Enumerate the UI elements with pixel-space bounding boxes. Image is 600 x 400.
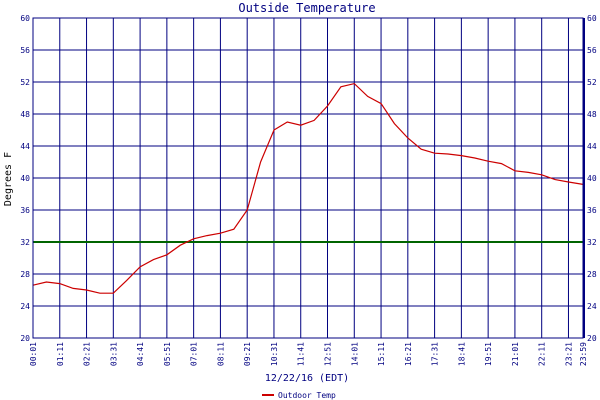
- x-tick-label: 08:11: [216, 342, 225, 366]
- y-tick-label-right: 60: [587, 14, 597, 23]
- plot-frame: [32, 17, 585, 339]
- y-tick-label-left: 24: [20, 302, 30, 311]
- y-tick-label-left: 44: [20, 142, 30, 151]
- series-layer: [32, 82, 584, 294]
- x-tick-label: 22:11: [538, 342, 547, 366]
- x-tick-label: 18:41: [457, 342, 466, 366]
- y-tick-label-left: 36: [20, 206, 30, 215]
- y-tick-label-right: 40: [587, 174, 597, 183]
- y-tick-label-right: 20: [587, 334, 597, 343]
- y-tick-label-left: 60: [20, 14, 30, 23]
- y-axis-label: Degrees F: [3, 152, 14, 206]
- y-ticks-left: 20 24 28 32 36 40 44 48 52 56 60: [20, 14, 30, 343]
- x-tick-label: 03:31: [109, 342, 118, 366]
- x-tick-label: 07:01: [190, 342, 199, 366]
- y-tick-label-left: 52: [20, 78, 30, 87]
- x-tick-label: 12:51: [324, 342, 333, 366]
- y-tick-label-right: 44: [587, 142, 597, 151]
- y-ticks-right: 20 24 28 32 36 40 44 48 52 56 60: [587, 14, 597, 343]
- x-tick-label: 00:01: [29, 342, 38, 366]
- x-tick-label: 23:59: [579, 342, 588, 366]
- chart-title: Outside Temperature: [238, 1, 375, 15]
- x-tick-label: 10:31: [270, 342, 279, 366]
- x-tick-label: 23:21: [564, 342, 573, 366]
- x-tick-label: 19:51: [484, 342, 493, 366]
- y-tick-label-left: 40: [20, 174, 30, 183]
- x-tick-label: 17:31: [431, 342, 440, 366]
- y-tick-label-right: 36: [587, 206, 597, 215]
- y-tick-label-left: 32: [20, 238, 30, 247]
- y-tick-label-right: 56: [587, 46, 597, 55]
- y-tick-label-left: 20: [20, 334, 30, 343]
- x-axis-label: 12/22/16 (EDT): [265, 373, 349, 384]
- y-tick-label-right: 32: [587, 238, 597, 247]
- y-tick-label-right: 52: [587, 78, 597, 87]
- x-ticks: 00:01 01:11 02:21 03:31 04:41 05:51 07:01 08:11…: [29, 342, 588, 366]
- series-line: [32, 82, 584, 294]
- legend: Outdoor Temp: [262, 391, 336, 400]
- y-tick-label-right: 28: [587, 270, 597, 279]
- y-tick-label-right: 48: [587, 110, 597, 119]
- x-tick-label: 01:11: [56, 342, 65, 366]
- x-tick-label: 21:01: [511, 342, 520, 366]
- x-tick-label: 09:21: [243, 342, 252, 366]
- x-tick-label: 15:11: [377, 342, 386, 366]
- x-tick-label: 02:21: [83, 342, 92, 366]
- y-tick-label-left: 56: [20, 46, 30, 55]
- x-tick-label: 04:41: [136, 342, 145, 366]
- x-tick-label: 05:51: [163, 342, 172, 366]
- y-tick-label-left: 48: [20, 110, 30, 119]
- x-tick-label: 11:41: [297, 342, 306, 366]
- y-tick-label-right: 24: [587, 302, 597, 311]
- x-tick-label: 14:01: [350, 342, 359, 366]
- y-tick-label-left: 28: [20, 270, 30, 279]
- x-tick-label: 16:21: [404, 342, 413, 366]
- legend-label: Outdoor Temp: [278, 391, 336, 400]
